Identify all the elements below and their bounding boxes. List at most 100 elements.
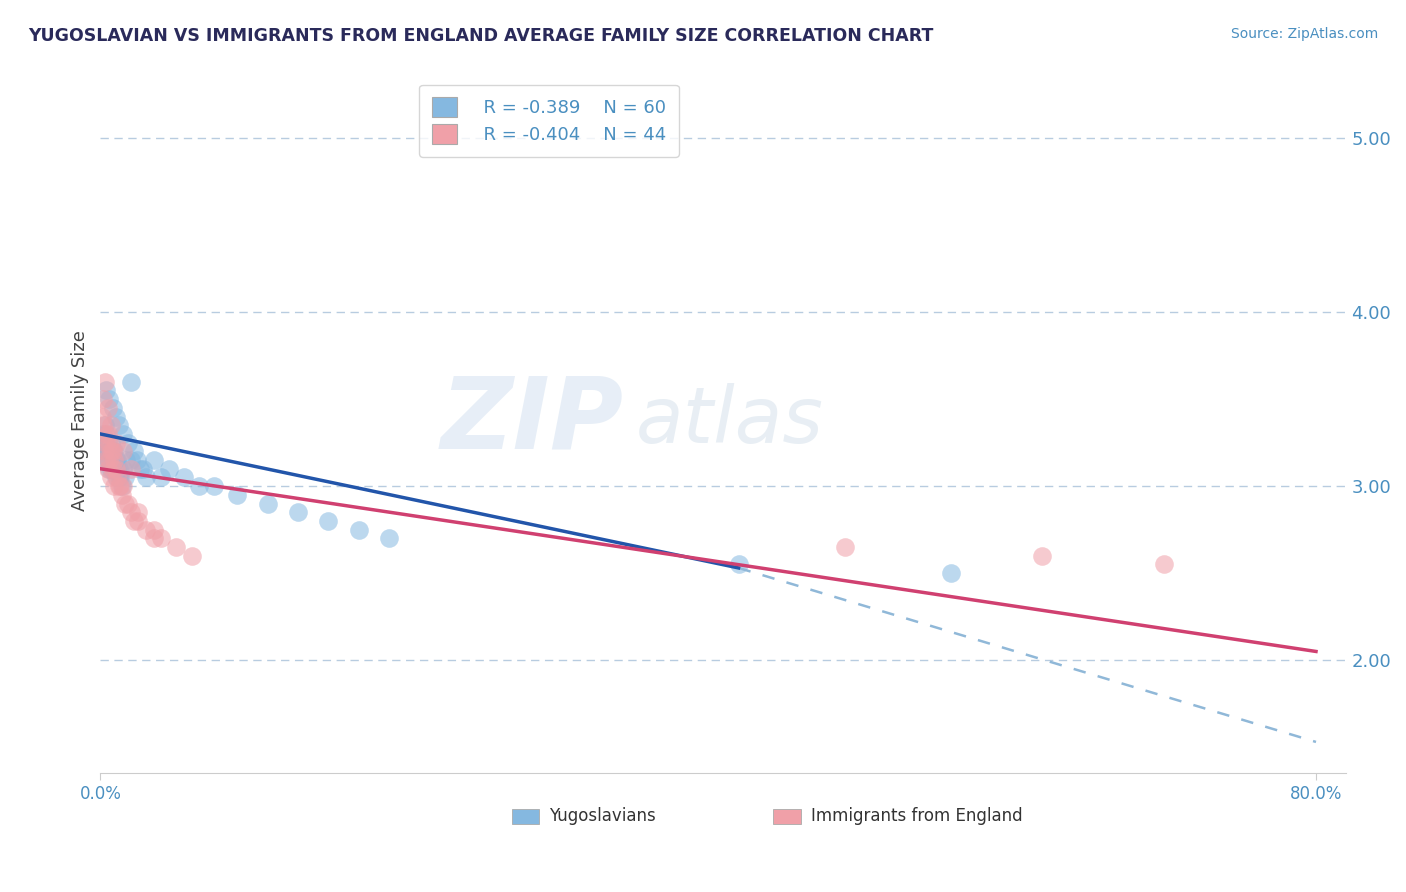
- Point: [101, 401, 124, 415]
- Point: [834, 540, 856, 554]
- Point: [96, 426, 118, 441]
- Point: [135, 470, 157, 484]
- Point: [98, 435, 121, 450]
- Point: [112, 479, 135, 493]
- Point: [96, 444, 118, 458]
- Point: [93, 392, 115, 406]
- Point: [117, 497, 139, 511]
- Text: atlas: atlas: [636, 383, 824, 458]
- Point: [165, 540, 187, 554]
- Point: [127, 514, 149, 528]
- Point: [101, 444, 124, 458]
- Point: [101, 462, 124, 476]
- Point: [1031, 549, 1053, 563]
- Point: [97, 462, 120, 476]
- Point: [100, 435, 122, 450]
- Point: [226, 488, 249, 502]
- Point: [256, 497, 278, 511]
- Point: [94, 435, 117, 450]
- Point: [120, 375, 142, 389]
- Point: [125, 453, 148, 467]
- Point: [115, 453, 138, 467]
- Point: [135, 523, 157, 537]
- Point: [347, 523, 370, 537]
- Point: [101, 444, 124, 458]
- Point: [101, 453, 124, 467]
- Point: [107, 462, 129, 476]
- Point: [93, 444, 115, 458]
- Point: [108, 470, 131, 484]
- Point: [103, 444, 125, 458]
- Point: [108, 479, 131, 493]
- Point: [104, 435, 127, 450]
- Text: YUGOSLAVIAN VS IMMIGRANTS FROM ENGLAND AVERAGE FAMILY SIZE CORRELATION CHART: YUGOSLAVIAN VS IMMIGRANTS FROM ENGLAND A…: [28, 27, 934, 45]
- Point: [98, 453, 121, 467]
- Point: [287, 505, 309, 519]
- Point: [180, 549, 202, 563]
- Point: [142, 453, 165, 467]
- Point: [96, 453, 118, 467]
- Point: [97, 444, 120, 458]
- Point: [114, 470, 136, 484]
- Point: [105, 462, 128, 476]
- Point: [107, 418, 129, 433]
- Point: [104, 409, 127, 424]
- Text: Immigrants from England: Immigrants from England: [811, 806, 1022, 824]
- Point: [114, 497, 136, 511]
- Point: [142, 523, 165, 537]
- Point: [98, 453, 121, 467]
- Point: [98, 462, 121, 476]
- Point: [107, 479, 129, 493]
- Point: [100, 470, 122, 484]
- Point: [97, 426, 120, 441]
- Point: [142, 532, 165, 546]
- Point: [94, 453, 117, 467]
- Point: [117, 435, 139, 450]
- Point: [97, 453, 120, 467]
- Point: [941, 566, 963, 581]
- Point: [122, 444, 145, 458]
- Point: [122, 514, 145, 528]
- Point: [120, 462, 142, 476]
- Text: ZIP: ZIP: [440, 372, 624, 469]
- Point: [111, 488, 134, 502]
- Point: [105, 453, 128, 467]
- Point: [157, 462, 180, 476]
- Point: [94, 426, 117, 441]
- Point: [103, 462, 125, 476]
- Point: [112, 444, 135, 458]
- Point: [104, 470, 127, 484]
- Legend:   R = -0.389    N = 60,   R = -0.404    N = 44: R = -0.389 N = 60, R = -0.404 N = 44: [419, 85, 679, 157]
- Point: [316, 514, 339, 528]
- Point: [150, 532, 173, 546]
- Point: [188, 479, 211, 493]
- Point: [103, 479, 125, 493]
- Point: [120, 453, 142, 467]
- Point: [100, 444, 122, 458]
- Point: [104, 462, 127, 476]
- Point: [94, 375, 117, 389]
- Point: [112, 426, 135, 441]
- Point: [103, 453, 125, 467]
- Point: [94, 444, 117, 458]
- Point: [727, 558, 749, 572]
- Point: [93, 426, 115, 441]
- Point: [127, 505, 149, 519]
- Point: [94, 418, 117, 433]
- Point: [98, 392, 121, 406]
- Point: [112, 462, 135, 476]
- Point: [105, 470, 128, 484]
- FancyBboxPatch shape: [512, 808, 538, 824]
- Point: [128, 462, 150, 476]
- Point: [100, 444, 122, 458]
- Point: [120, 505, 142, 519]
- Point: [96, 384, 118, 398]
- Point: [107, 470, 129, 484]
- Point: [97, 401, 120, 415]
- Point: [132, 462, 155, 476]
- Text: Source: ZipAtlas.com: Source: ZipAtlas.com: [1230, 27, 1378, 41]
- Point: [98, 444, 121, 458]
- Point: [173, 470, 195, 484]
- Y-axis label: Average Family Size: Average Family Size: [72, 330, 89, 511]
- Point: [111, 479, 134, 493]
